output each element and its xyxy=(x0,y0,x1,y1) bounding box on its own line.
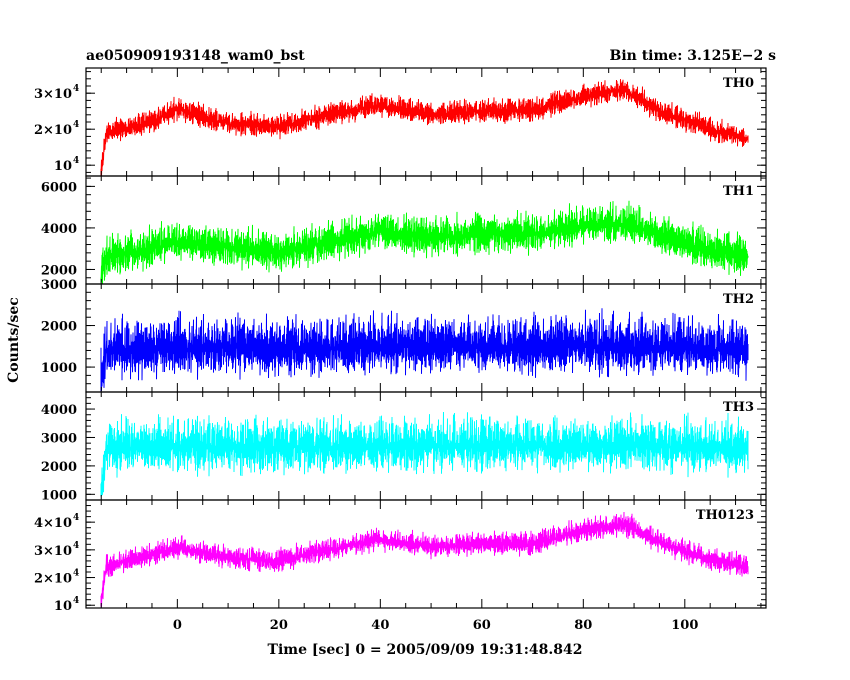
y-tick-label: 3×10 xyxy=(34,87,72,102)
y-tick-label: 4000 xyxy=(41,403,77,418)
panel-th3: 1000 2000 3000 4000 TH3 xyxy=(41,391,767,503)
y-tick-exponent: 4 xyxy=(73,156,79,166)
y-tick-label: 4×10 xyxy=(34,516,72,531)
y-tick-label: 3000 xyxy=(41,431,77,446)
y-tick-label: 2000 xyxy=(41,460,77,475)
y-tick-label: 2×10 xyxy=(34,123,72,138)
y-tick-exponent: 4 xyxy=(73,596,79,606)
x-tick-label: 60 xyxy=(473,618,491,633)
x-tick-label: 0 xyxy=(173,618,182,633)
x-tick-label: 80 xyxy=(574,618,592,633)
y-tick-label: 10 xyxy=(54,159,72,174)
y-tick-exponent: 4 xyxy=(73,513,79,523)
panel-th1: 2000 4000 6000 TH1 xyxy=(41,175,767,285)
y-tick-exponent: 4 xyxy=(73,120,79,130)
x-tick-label: 40 xyxy=(371,618,389,633)
panel-frame xyxy=(85,67,767,177)
panel-label: TH3 xyxy=(723,400,754,415)
series-th3-trace xyxy=(100,411,749,497)
panel-label: TH0 xyxy=(723,76,754,91)
y-tick-label: 2×10 xyxy=(34,572,72,587)
y-tick-label: 6000 xyxy=(41,180,77,195)
panel-th2: 1000 2000 3000 TH2 xyxy=(41,278,767,393)
y-tick-label: 4000 xyxy=(41,222,77,237)
y-tick-label: 1000 xyxy=(41,361,77,376)
bin-time-label: Bin time: 3.125E−2 s xyxy=(610,48,777,64)
x-tick-label: 20 xyxy=(270,618,288,633)
y-tick-label: 2000 xyxy=(41,320,77,335)
x-axis-label: Time [sec] 0 = 2005/09/09 19:31:48.842 xyxy=(268,642,583,658)
series-th1-trace xyxy=(100,200,749,285)
series-th0123-trace xyxy=(100,511,749,607)
panel-th0: 10 42×10 43×10 4 TH0 xyxy=(34,67,767,177)
panel-label: TH1 xyxy=(723,184,754,199)
panel-label: TH2 xyxy=(723,292,754,307)
panel-label: TH0123 xyxy=(696,508,754,523)
chart-title: ae050909193148_wam0_bst xyxy=(86,48,305,64)
y-tick-exponent: 4 xyxy=(73,84,79,94)
y-tick-label: 3000 xyxy=(41,278,77,293)
y-tick-label: 10 xyxy=(54,599,72,614)
panel-th0123: 10 42×10 43×10 44×10 4 TH0123 xyxy=(34,499,767,614)
series-th2-trace xyxy=(100,308,749,393)
x-tick-label: 100 xyxy=(671,618,698,633)
y-tick-label: 2000 xyxy=(41,263,77,278)
y-tick-exponent: 4 xyxy=(73,541,79,551)
y-tick-label: 3×10 xyxy=(34,544,72,559)
y-tick-exponent: 4 xyxy=(73,569,79,579)
panel-frame xyxy=(85,499,767,609)
y-tick-label: 1000 xyxy=(41,488,77,503)
y-axis-label: Counts/sec xyxy=(6,297,22,383)
series-th0-trace xyxy=(100,79,749,177)
